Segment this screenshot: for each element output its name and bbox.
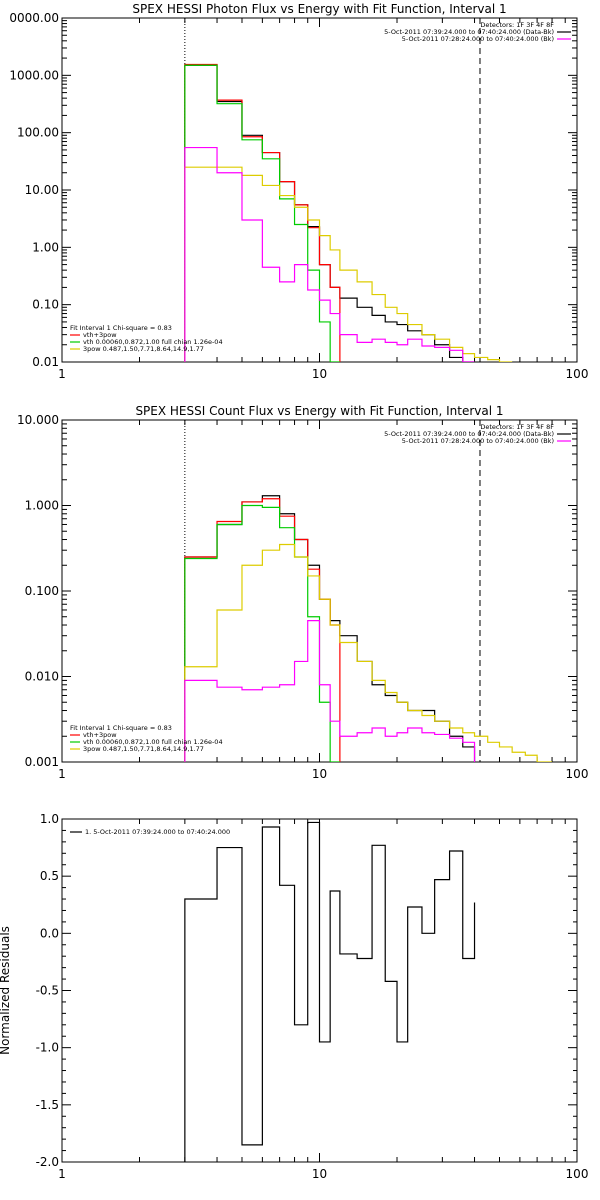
y-tick-label: 0.01 [32, 355, 59, 369]
series-line-4 [184, 543, 553, 762]
series-line-4 [184, 166, 513, 362]
legend-entry: 3pow 0.487,1.50,7.71,8.64,14.9,1.77 [83, 745, 204, 753]
series-line-3 [184, 504, 340, 762]
legend-entry: 5-Oct-2011 07:39:24.000 to 07:40:24.000 … [384, 430, 554, 438]
series-line-1 [184, 64, 475, 362]
legend-bottom: Fit Interval 1 Chi-square = 0.83vth+3pow… [70, 724, 223, 753]
x-tick-label: 1 [58, 367, 66, 381]
x-tick-label: 10 [312, 367, 327, 381]
legend-top: Detectors: 1F 3F 4F 8F5-Oct-2011 07:39:2… [384, 423, 571, 445]
x-tick-label: 10 [312, 1167, 327, 1181]
series-line-2 [184, 63, 341, 362]
legend-entry: 1. 5-Oct-2011 07:39:24.000 to 07:40:24.0… [85, 828, 230, 836]
x-tick-label: 1 [58, 767, 66, 781]
y-tick-label: 1000.00 [9, 68, 59, 82]
y-tick-label: 100.00 [17, 126, 59, 140]
legend-entry: vth 0.00060,0.872,1.00 full chian 1.26e-… [83, 338, 223, 346]
y-tick-label: 0000.00 [9, 11, 59, 25]
x-tick-label: 1 [58, 1167, 66, 1181]
y-tick-label: -0.5 [36, 984, 59, 998]
series-line-5 [184, 620, 476, 762]
x-tick-label: 100 [566, 1167, 589, 1181]
legend-entry: 3pow 0.487,1.50,7.71,8.64,14.9,1.77 [83, 345, 204, 353]
series-line-5 [184, 146, 475, 362]
chart-panel-2: SPEX HESSI Count Flux vs Energy with Fit… [17, 404, 588, 781]
y-axis-label: Normalized Residuals [0, 926, 12, 1055]
y-tick-label: -1.0 [36, 1041, 59, 1055]
chart-panel-1: SPEX HESSI Photon Flux vs Energy with Fi… [9, 2, 588, 381]
chart-panel-3: 1 10 100 -2.0 -1.5 -1.0 -0.5 0.0 0.5 1.0 Normalize… [0, 812, 588, 1181]
legend-top: 1. 5-Oct-2011 07:39:24.000 to 07:40:24.0… [70, 828, 230, 836]
series-group [184, 495, 553, 762]
series-group [184, 821, 476, 1162]
y-tick-label: 1.00 [32, 240, 59, 254]
x-tick-label: 100 [566, 367, 589, 381]
y-tick-label: -2.0 [36, 1155, 59, 1169]
legend-entry: vth+3pow [83, 331, 117, 339]
y-tick-label: -1.5 [36, 1098, 59, 1112]
legend-entry: vth 0.00060,0.872,1.00 full chian 1.26e-… [83, 738, 223, 746]
y-tick-label: 0.5 [40, 869, 59, 883]
y-tick-label: 1.0 [40, 812, 59, 826]
y-tick-label: 10.000 [17, 413, 59, 427]
y-tick-label: 0.10 [32, 298, 59, 312]
chart-title: SPEX HESSI Photon Flux vs Energy with Fi… [132, 2, 506, 16]
legend-entry: 5-Oct-2011 07:28:24.000 to 07:40:24.000 … [402, 35, 554, 43]
y-tick-label: 0.010 [25, 670, 59, 684]
legend-entry: Detectors: 1F 3F 4F 8F [480, 423, 554, 431]
x-tick-label: 10 [312, 767, 327, 781]
y-tick-label: 1.000 [25, 499, 59, 513]
legend-top: Detectors: 1F 3F 4F 8F5-Oct-2011 07:39:2… [384, 21, 571, 43]
legend-bottom: Fit Interval 1 Chi-square = 0.83vth+3pow… [70, 324, 223, 353]
series-group [184, 63, 513, 362]
legend-header: Fit Interval 1 Chi-square = 0.83 [70, 324, 172, 332]
legend-entry: 5-Oct-2011 07:28:24.000 to 07:40:24.000 … [402, 437, 554, 445]
x-tick-label: 100 [566, 767, 589, 781]
series-line-1 [184, 821, 476, 1162]
legend-entry: 5-Oct-2011 07:39:24.000 to 07:40:24.000 … [384, 28, 554, 36]
legend-entry: vth+3pow [83, 731, 117, 739]
y-tick-label: 0.0 [40, 926, 59, 940]
chart-title: SPEX HESSI Count Flux vs Energy with Fit… [135, 404, 503, 418]
y-tick-label: 0.001 [25, 755, 59, 769]
legend-header: Fit Interval 1 Chi-square = 0.83 [70, 724, 172, 732]
series-line-3 [184, 64, 340, 362]
y-tick-label: 0.100 [25, 584, 59, 598]
legend-entry: Detectors: 1F 3F 4F 8F [480, 21, 554, 29]
y-tick-label: 10.00 [25, 183, 59, 197]
series-line-2 [184, 498, 341, 762]
